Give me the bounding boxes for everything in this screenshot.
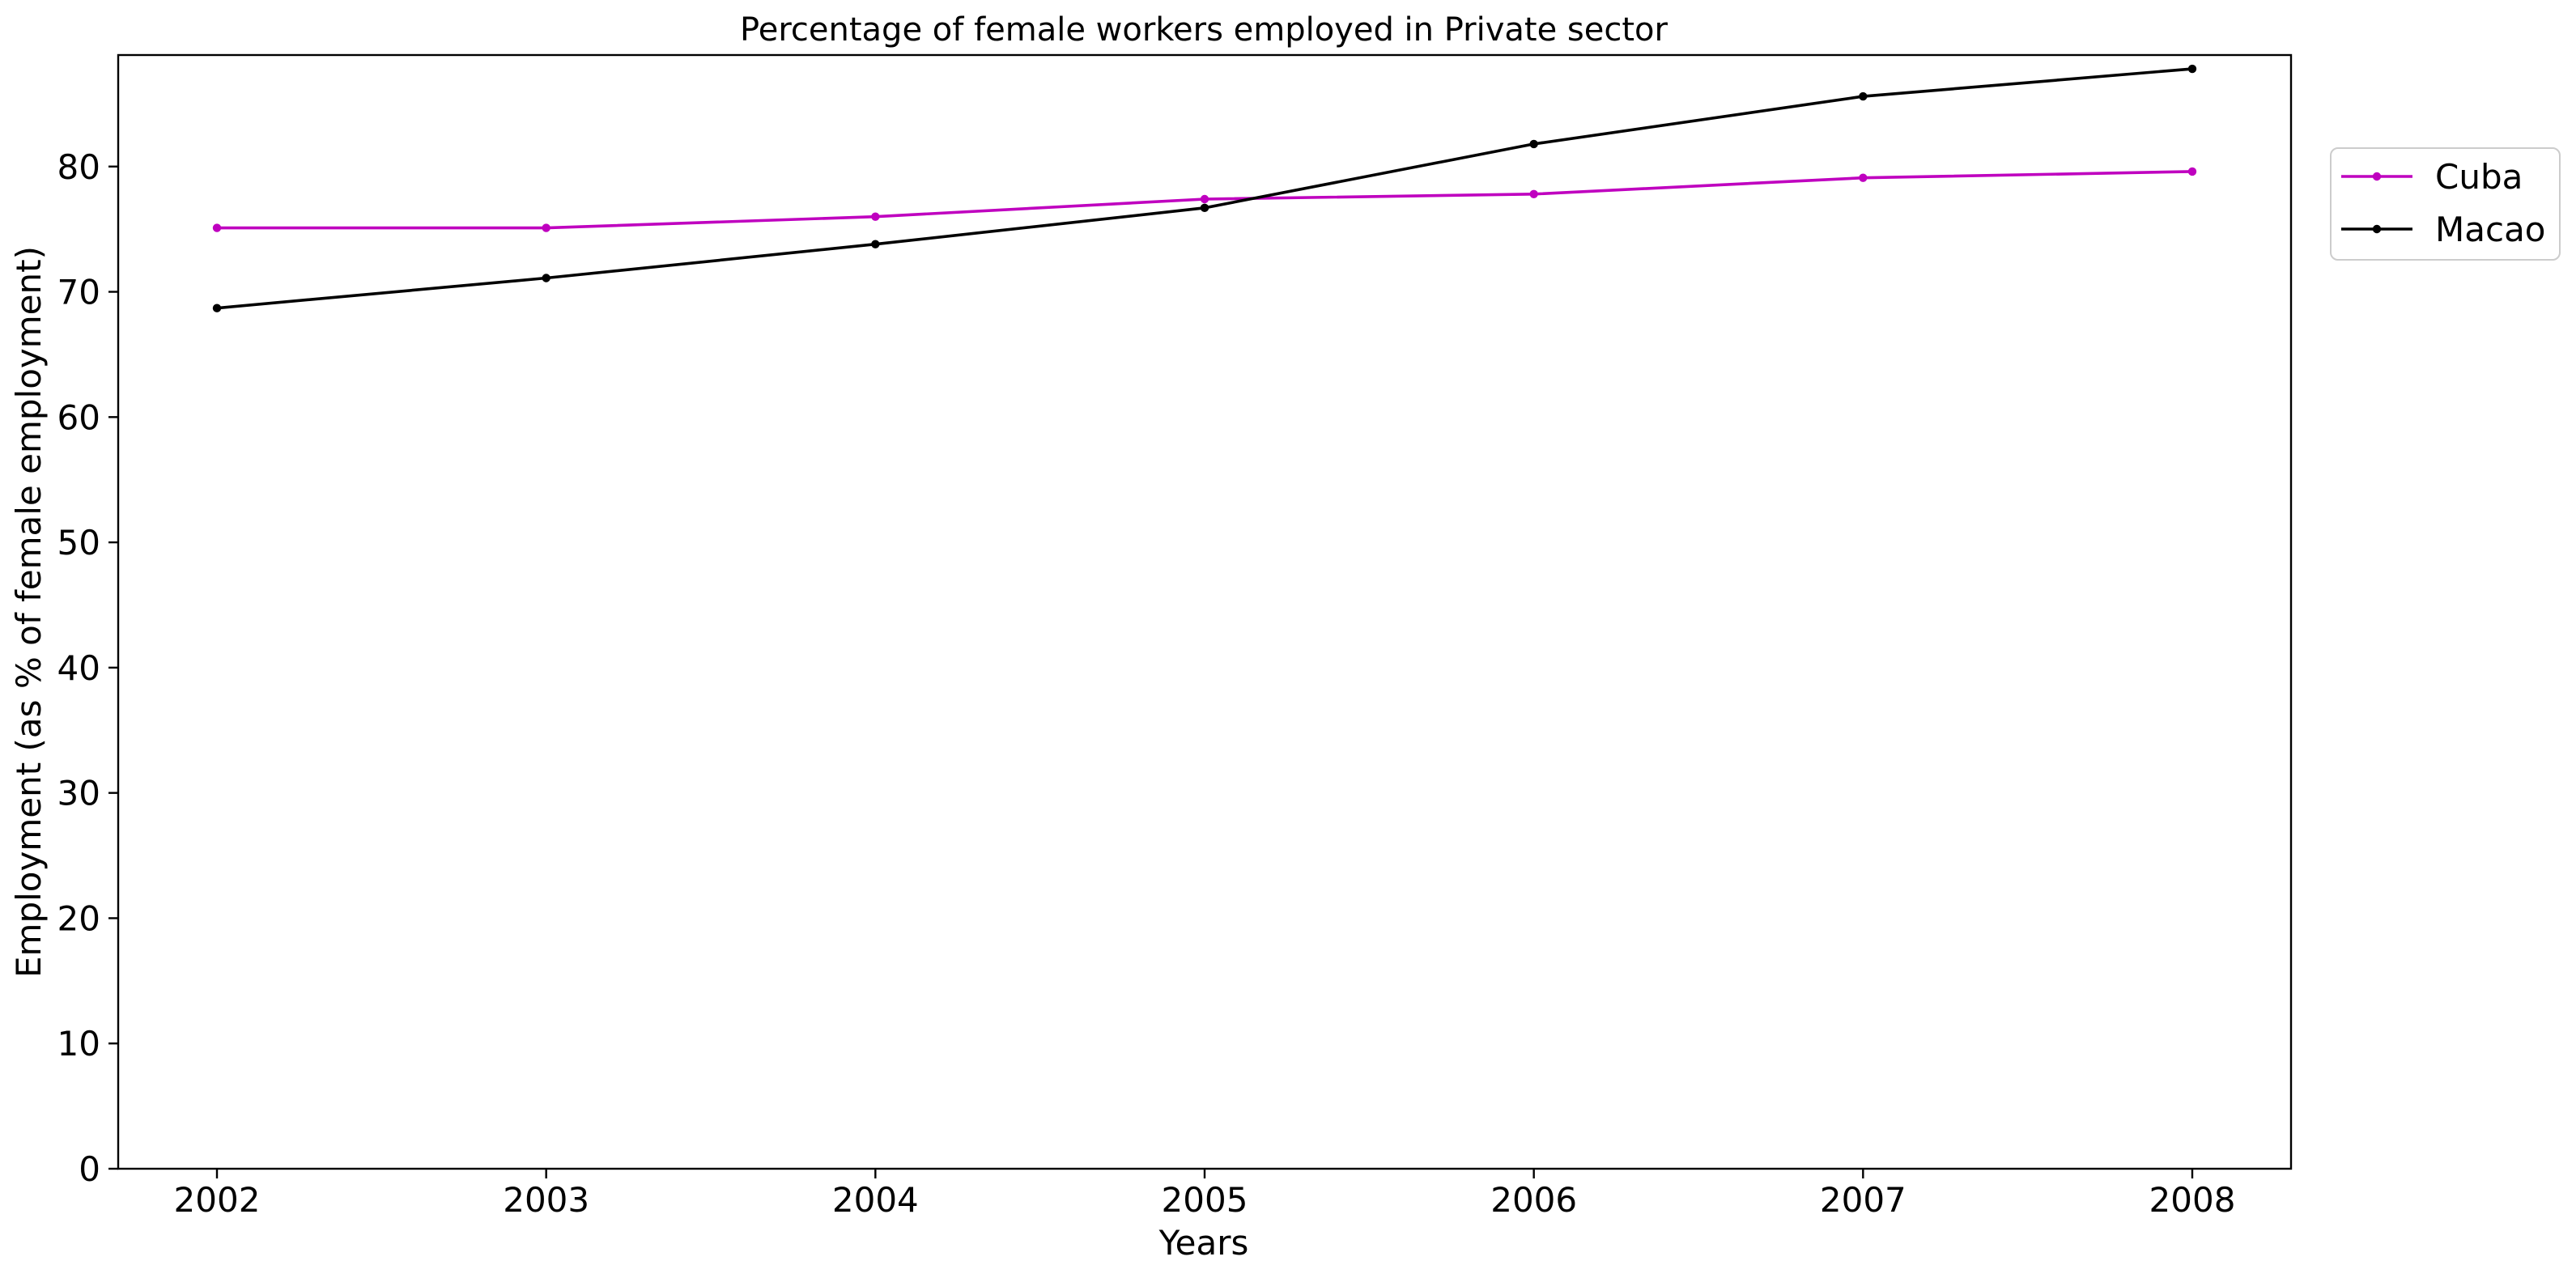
legend-item-cuba: Cuba — [2341, 157, 2523, 197]
legend: Cuba Macao — [2330, 147, 2561, 261]
data-point-cuba — [2187, 167, 2197, 176]
data-point-macao — [1529, 139, 1538, 149]
y-tick-label: 70 — [57, 273, 100, 312]
legend-label-cuba: Cuba — [2435, 157, 2523, 197]
data-point-cuba — [1859, 173, 1868, 182]
y-axis-label: Employment (as % of female employment) — [9, 246, 49, 978]
series-layer — [212, 64, 2197, 312]
x-tick-label: 2004 — [832, 1180, 919, 1220]
series-cuba — [212, 167, 2197, 232]
legend-marker-macao — [2372, 224, 2382, 234]
x-tick-label: 2002 — [174, 1180, 261, 1220]
y-tick-label: 80 — [57, 147, 100, 187]
data-point-macao — [542, 274, 550, 282]
data-point-macao — [212, 304, 222, 312]
data-point-cuba — [871, 212, 880, 221]
y-tick-label: 60 — [57, 397, 100, 437]
y-axis: 0 10 20 30 40 50 60 70 80 — [57, 147, 118, 1189]
data-point-cuba — [1529, 189, 1538, 199]
data-point-macao — [1200, 203, 1209, 213]
legend-label-macao: Macao — [2435, 210, 2546, 249]
x-tick-label: 2005 — [1162, 1180, 1248, 1220]
chart-title: Percentage of female workers employed in… — [740, 11, 1668, 49]
y-tick-label: 40 — [57, 648, 100, 688]
x-tick-label: 2003 — [503, 1180, 589, 1220]
x-tick-label: 2007 — [1820, 1180, 1906, 1220]
y-tick-label: 50 — [57, 523, 100, 563]
data-point-macao — [2187, 64, 2197, 74]
x-axis-label: Years — [1158, 1223, 1249, 1263]
y-tick-label: 0 — [79, 1149, 100, 1189]
x-tick-label: 2006 — [1490, 1180, 1577, 1220]
y-tick-label: 10 — [57, 1024, 100, 1064]
data-point-macao — [871, 240, 880, 248]
legend-items: Cuba Macao — [2341, 157, 2546, 249]
x-axis: 2002 2003 2004 2005 2006 2007 2008 — [174, 1169, 2236, 1220]
data-point-cuba — [542, 223, 550, 232]
data-point-macao — [1859, 91, 1868, 101]
legend-marker-cuba — [2372, 172, 2382, 181]
y-tick-label: 30 — [57, 774, 100, 813]
y-tick-label: 20 — [57, 898, 100, 938]
series-macao — [212, 64, 2197, 312]
data-point-cuba — [212, 223, 222, 232]
x-tick-label: 2008 — [2149, 1180, 2236, 1220]
legend-item-macao: Macao — [2341, 210, 2546, 249]
data-point-cuba — [1200, 194, 1209, 204]
